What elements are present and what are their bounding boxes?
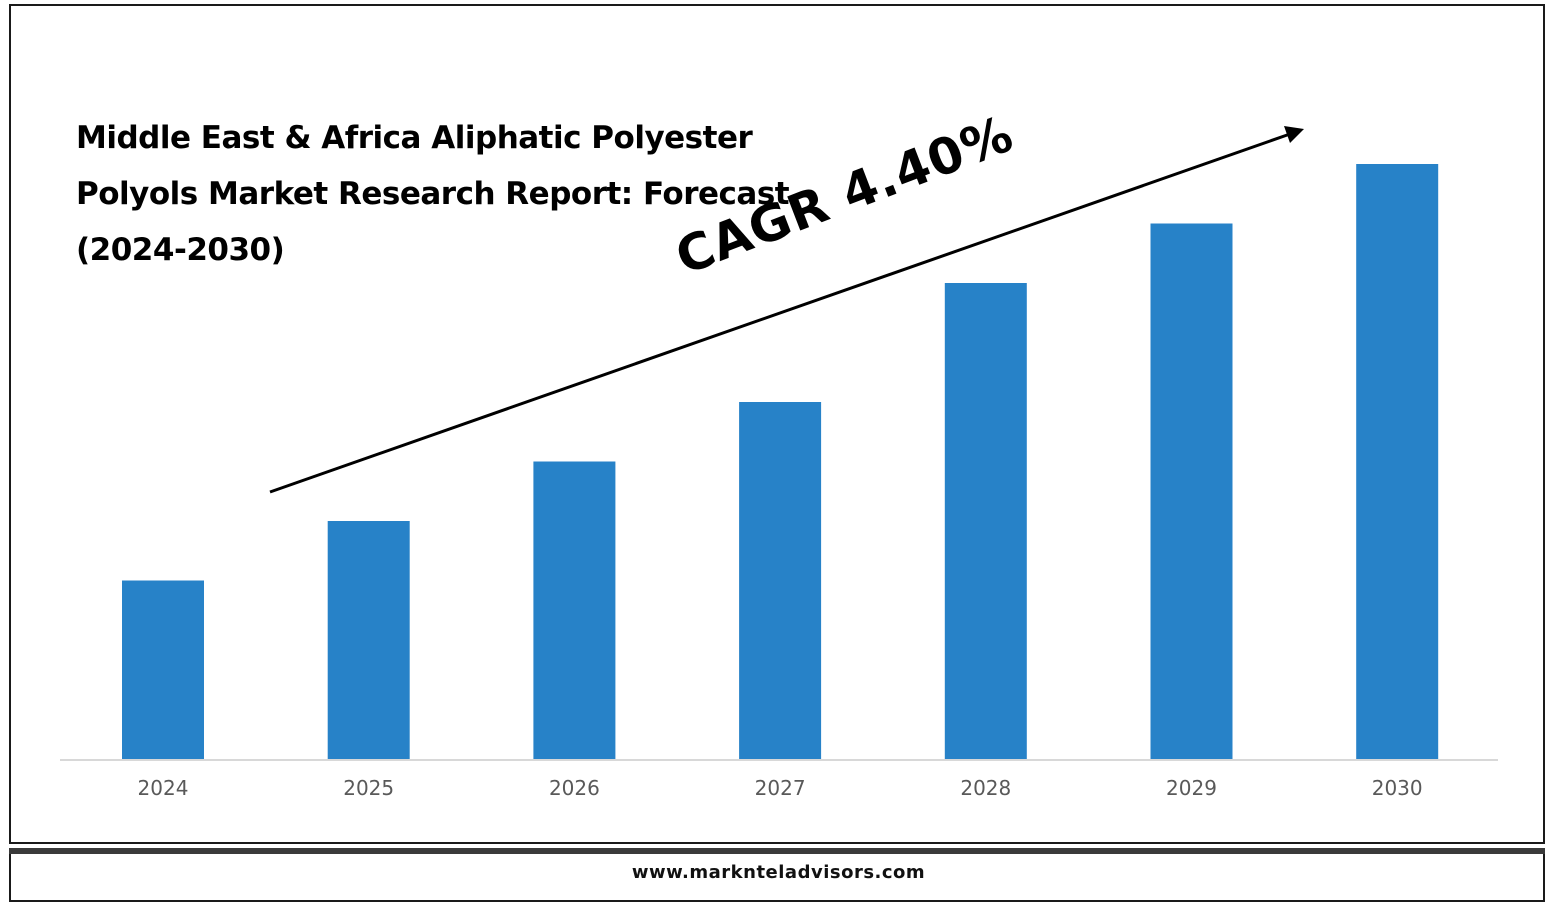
bar-2027 (739, 402, 822, 759)
footer-website: www.marknteladvisors.com (631, 862, 926, 883)
x-tick-labels: 2024 2025 2026 2027 2028 2029 2030 (138, 776, 1423, 800)
bar-2028 (944, 283, 1027, 759)
x-tick-label-2027: 2027 (755, 776, 806, 800)
title-line-1: Middle East & Africa Aliphatic Polyester (76, 120, 753, 156)
bar-2025 (327, 521, 410, 759)
cagr-arrow (269, 126, 1304, 494)
x-tick-label-2028: 2028 (960, 776, 1011, 800)
bar-2026 (533, 461, 616, 759)
bar-2024 (122, 580, 204, 759)
bars-group (122, 164, 1439, 759)
x-tick-label-2029: 2029 (1166, 776, 1217, 800)
bar-2030 (1356, 164, 1439, 759)
bar-2029 (1150, 223, 1233, 759)
title-line-3: (2024-2030) (76, 232, 285, 268)
chart-title: Middle East & Africa Aliphatic Polyester… (76, 110, 816, 278)
footer-box (9, 854, 1545, 902)
title-line-2: Polyols Market Research Report: Forecast (76, 176, 790, 212)
footer-divider (9, 848, 1545, 854)
x-tick-label-2025: 2025 (343, 776, 394, 800)
x-tick-label-2024: 2024 (138, 776, 189, 800)
x-tick-label-2030: 2030 (1372, 776, 1423, 800)
x-tick-label-2026: 2026 (549, 776, 600, 800)
